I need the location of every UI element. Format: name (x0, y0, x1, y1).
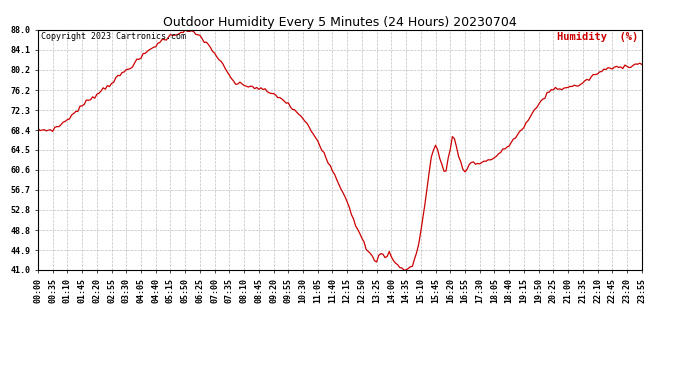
Title: Outdoor Humidity Every 5 Minutes (24 Hours) 20230704: Outdoor Humidity Every 5 Minutes (24 Hou… (163, 16, 517, 29)
Text: Humidity  (%): Humidity (%) (558, 32, 639, 42)
Text: Copyright 2023 Cartronics.com: Copyright 2023 Cartronics.com (41, 32, 186, 41)
